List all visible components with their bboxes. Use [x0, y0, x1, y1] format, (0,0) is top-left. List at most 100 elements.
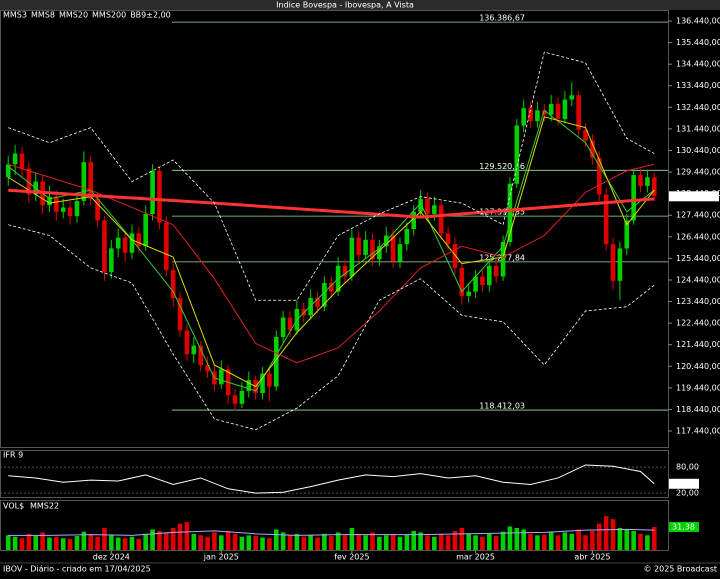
legend-item: MMS200 [92, 11, 126, 20]
candle-body [507, 183, 513, 242]
y-tick-label: 133.440,00 [676, 81, 720, 90]
volume-bar [576, 529, 581, 550]
y-tick-label: 121.440,00 [676, 340, 720, 349]
candle-body [19, 153, 25, 169]
volume-bar [143, 533, 148, 550]
candle-body [610, 244, 616, 281]
volume-bar [246, 535, 252, 550]
candle-body [218, 369, 224, 385]
candle-body [521, 108, 526, 126]
candle-body [603, 194, 609, 245]
volume-bar [74, 536, 80, 550]
candle-body [445, 233, 451, 245]
candle-body [418, 198, 423, 212]
volume-bar [514, 527, 520, 550]
bollinger-lower [8, 224, 655, 431]
fib-level-label: 136.386,67 [479, 14, 525, 23]
volume-bar [438, 533, 444, 550]
ifr-panel [0, 450, 669, 498]
volume-bar [418, 532, 423, 550]
volume-bar [191, 533, 197, 550]
volume-bar [569, 533, 575, 550]
ifr-last: 41,57 [672, 479, 695, 488]
candle-body [273, 336, 279, 387]
candle-body [452, 244, 458, 268]
volume-bar [109, 535, 114, 550]
candle-body [287, 317, 293, 331]
volume-bar [638, 533, 643, 550]
candle-body [562, 99, 568, 119]
volume-ma-legend: MMS22 [30, 502, 59, 511]
candle-body [555, 103, 561, 119]
candle-body [631, 175, 636, 221]
volume-bar [590, 530, 595, 550]
legend-item: BB9±2,00 [130, 11, 171, 20]
candle-body [541, 110, 547, 115]
y-tick-label: 122.440,00 [676, 319, 720, 328]
ifr-tick-label: 80,00 [676, 463, 699, 472]
candle-body [328, 282, 334, 292]
candle-body [576, 95, 581, 130]
candle-body [232, 395, 238, 404]
candle-body [624, 220, 630, 249]
volume-bar [60, 538, 66, 550]
y-tick-label: 125.440,00 [676, 254, 720, 263]
x-tick-label: mar 2025 [456, 553, 495, 562]
volume-bar [5, 535, 11, 550]
candle-body [342, 265, 348, 277]
volume-bar [555, 535, 561, 550]
candle-body [459, 267, 465, 296]
candle-body [191, 345, 197, 355]
volume-ma [8, 528, 655, 536]
volume-bar [150, 529, 155, 550]
volume-bar [81, 531, 87, 550]
x-tick-label: jan 2025 [203, 553, 239, 562]
y-tick-label: 127.440,00 [676, 211, 720, 220]
volume-bar [404, 534, 410, 550]
candle-body [164, 222, 169, 271]
volume-bar [95, 536, 100, 550]
candle-body [356, 237, 362, 255]
y-tick-label: 136.440,00 [676, 17, 720, 26]
volume-bar [432, 536, 437, 550]
volume-bar [88, 534, 94, 550]
volume-bar [459, 527, 465, 550]
volume-bar [397, 536, 403, 550]
candle-body [390, 235, 396, 262]
candle-body [47, 196, 52, 206]
volume-bar [356, 533, 362, 550]
candle-body [12, 153, 18, 165]
candle-body [205, 364, 210, 372]
candle-body [315, 298, 320, 307]
candle-body [638, 175, 643, 186]
candle-body [404, 229, 410, 245]
candle-body [617, 248, 623, 281]
candle-body [370, 239, 375, 260]
volume-bar [363, 535, 368, 550]
y-tick-label: 132.440,00 [676, 103, 720, 112]
candle-body [308, 298, 313, 316]
y-tick-label: 130.440,00 [676, 146, 720, 155]
volume-bar [205, 536, 210, 550]
volume-bar [328, 536, 334, 550]
volume-bar [232, 533, 238, 550]
volume-bar [33, 536, 39, 550]
volume-bar [342, 535, 348, 550]
candle-body [280, 317, 286, 337]
volume-bar [645, 535, 650, 550]
volume-bar [466, 533, 471, 550]
candle-body [473, 276, 478, 292]
candle-body [60, 207, 66, 212]
ifr-line [8, 464, 655, 494]
candle-body [184, 330, 190, 355]
moving-average [8, 188, 655, 219]
candle-body [88, 162, 94, 199]
candle-body [322, 282, 327, 307]
volume-bar [287, 535, 293, 550]
volume-bar [115, 537, 121, 550]
bollinger-upper [8, 51, 655, 301]
volume-bar [548, 531, 554, 550]
volume-bar [425, 535, 430, 550]
volume-bar [54, 536, 59, 550]
